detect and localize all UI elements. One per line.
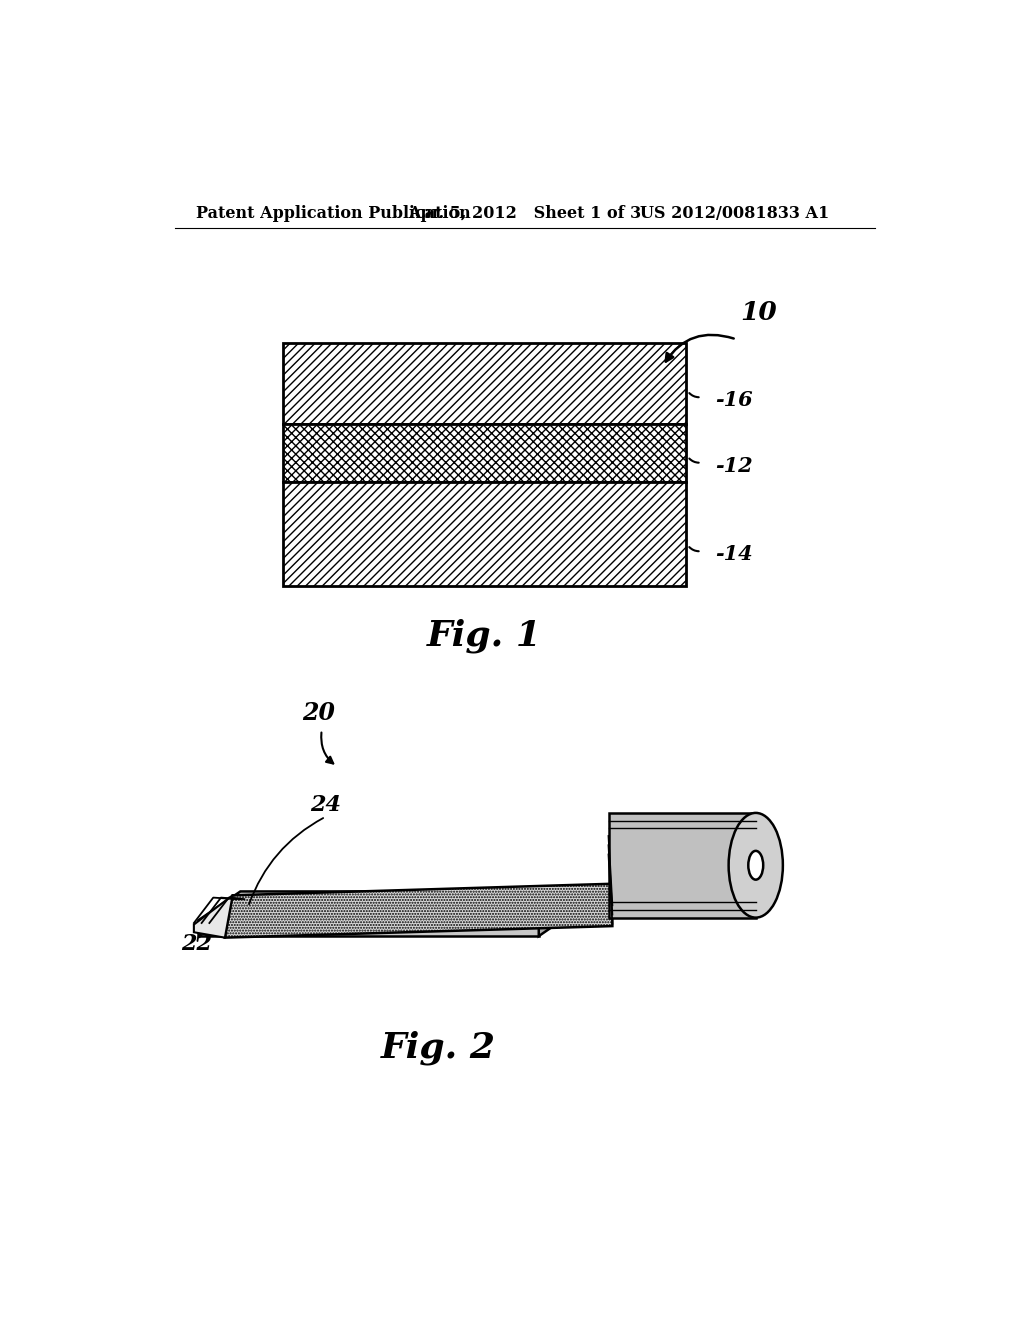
- Bar: [283, 343, 686, 424]
- Text: Fig. 1: Fig. 1: [427, 619, 542, 653]
- Text: -14: -14: [716, 544, 753, 564]
- Text: -12: -12: [716, 455, 753, 475]
- Ellipse shape: [749, 851, 763, 879]
- Polygon shape: [198, 921, 539, 936]
- Ellipse shape: [729, 813, 783, 917]
- Polygon shape: [194, 895, 232, 937]
- Polygon shape: [608, 813, 756, 917]
- Text: Fig. 2: Fig. 2: [381, 1031, 496, 1065]
- Text: 20: 20: [302, 701, 336, 725]
- Text: 24: 24: [310, 795, 341, 816]
- Polygon shape: [198, 891, 582, 921]
- Polygon shape: [225, 884, 612, 937]
- Text: -16: -16: [716, 391, 753, 411]
- Polygon shape: [539, 891, 582, 936]
- Text: Apr. 5, 2012   Sheet 1 of 3: Apr. 5, 2012 Sheet 1 of 3: [409, 206, 642, 222]
- Bar: [283, 424, 686, 482]
- Text: Patent Application Publication: Patent Application Publication: [197, 206, 471, 222]
- Text: 22: 22: [180, 933, 212, 954]
- Text: US 2012/0081833 A1: US 2012/0081833 A1: [640, 206, 828, 222]
- Bar: [283, 482, 686, 586]
- Text: 10: 10: [740, 300, 777, 325]
